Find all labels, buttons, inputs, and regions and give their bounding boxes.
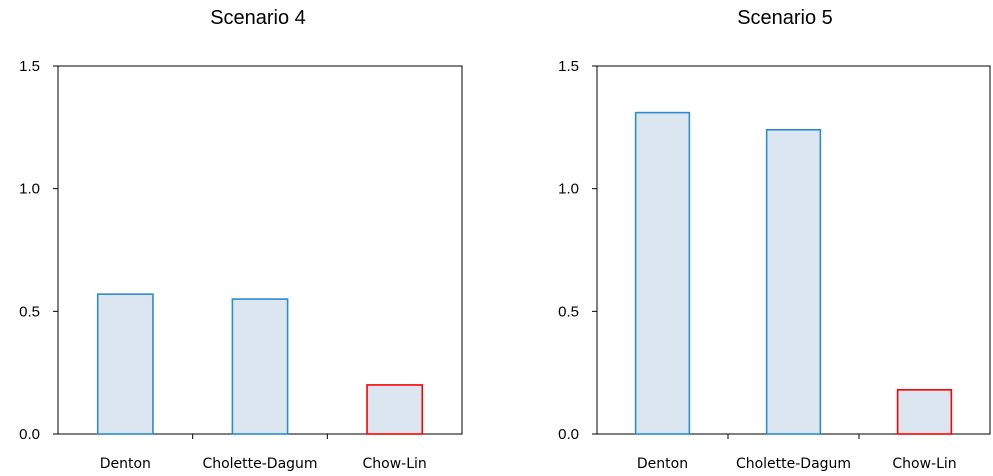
scenario-4-panel: Scenario 4 0.0 0.5 1.0 1.5 Denton Cholette-Dag…	[19, 7, 463, 472]
scenario-4-y-tick-label: 0.5	[19, 303, 40, 320]
scenario-4-y-tick-label: 0.0	[19, 426, 40, 443]
scenario-4-bar-chow-lin	[366, 384, 424, 435]
scenario-4-x-label-cholette-dagum: Cholette-Dagum	[202, 456, 317, 472]
scenario-5-panel: Scenario 5 0.0 0.5 1.0 1.5 Denton Cholette-Dag…	[558, 7, 991, 472]
scenario-4-x-label-denton: Denton	[100, 456, 151, 472]
scenario-5-x-label-denton: Denton	[637, 456, 688, 472]
scenario-4-bar-cholette-dagum	[231, 298, 289, 435]
scenario-5-bar-denton	[634, 111, 691, 435]
scenario-4-chart-title: Scenario 4	[210, 7, 306, 29]
scenario-4-y-tick-label: 1.0	[19, 181, 40, 198]
scenario-5-x-label-chow-lin: Chow-Lin	[892, 456, 956, 472]
scenario-4-x-label-chow-lin: Chow-Lin	[363, 456, 427, 472]
scenario-5-bar-cholette-dagum	[765, 128, 822, 435]
scenario-5-y-tick-label: 1.5	[558, 58, 579, 75]
scenario-5-y-tick-label: 0.0	[558, 426, 579, 443]
scenario-5-x-label-cholette-dagum: Cholette-Dagum	[736, 456, 851, 472]
scenario-5-chart-title: Scenario 5	[737, 7, 833, 29]
scenario-4-y-tick-label: 1.5	[19, 58, 40, 75]
scenario-5-bar-chow-lin	[896, 389, 953, 435]
scenario-4-bar-denton	[96, 293, 154, 435]
scenario-5-y-tick-label: 0.5	[558, 303, 579, 320]
scenario-5-y-tick-label: 1.0	[558, 181, 579, 198]
